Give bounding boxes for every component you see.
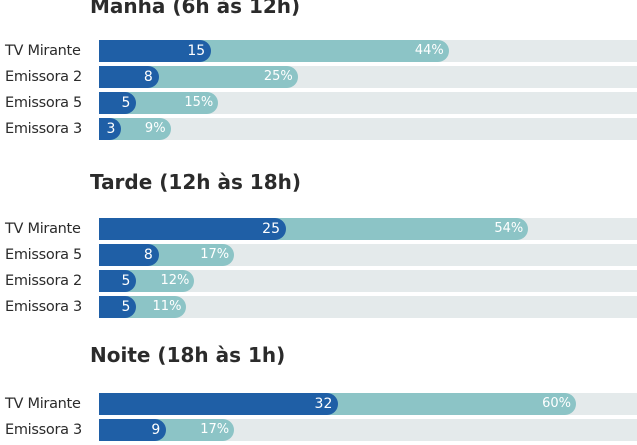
percent-label: 17% xyxy=(200,422,230,437)
section-title: Noite (18h às 1h) xyxy=(90,343,286,367)
category-label: Emissora 2 xyxy=(5,273,82,289)
category-label: Emissora 3 xyxy=(5,299,82,315)
value-bar xyxy=(99,118,122,140)
percent-label: 60% xyxy=(542,396,571,411)
bar-row: Emissora 5 8 17% xyxy=(0,244,637,266)
value-label: 9 xyxy=(151,422,161,438)
percent-label: 11% xyxy=(152,299,182,314)
section-title: Manhã (6h às 12h) xyxy=(90,0,301,18)
value-label: 8 xyxy=(143,69,153,85)
value-bar xyxy=(99,218,286,240)
category-label: TV Mirante xyxy=(5,43,81,59)
bar-track xyxy=(99,296,637,318)
value-label: 5 xyxy=(121,273,131,289)
category-label: Emissora 2 xyxy=(5,69,82,85)
value-label: 5 xyxy=(121,299,131,315)
category-label: Emissora 5 xyxy=(5,247,82,263)
value-bar xyxy=(99,40,212,62)
bar-row: TV Mirante 32 60% xyxy=(0,393,637,415)
percent-label: 44% xyxy=(414,43,444,58)
value-label: 32 xyxy=(314,396,333,412)
bar-row: Emissora 3 9 17% xyxy=(0,419,637,441)
bar-row: Emissora 2 5 12% xyxy=(0,270,637,292)
bar-row: Emissora 3 3 9% xyxy=(0,118,637,140)
value-label: 15 xyxy=(187,43,206,59)
bar-track xyxy=(99,92,637,114)
category-label: Emissora 5 xyxy=(5,95,82,111)
bar-row: TV Mirante 25 54% xyxy=(0,218,637,240)
section-title: Tarde (12h às 18h) xyxy=(90,170,302,194)
percent-label: 54% xyxy=(494,221,524,236)
value-bar xyxy=(99,92,137,114)
bar-track xyxy=(99,244,637,266)
value-label: 8 xyxy=(143,247,153,263)
percent-label: 17% xyxy=(200,247,230,262)
category-label: TV Mirante xyxy=(5,396,81,412)
value-label: 5 xyxy=(121,95,131,111)
percent-label: 12% xyxy=(160,273,190,288)
percent-label: 15% xyxy=(184,95,214,110)
bar-track xyxy=(99,118,637,140)
bar-row: Emissora 2 8 25% xyxy=(0,66,637,88)
value-bar xyxy=(99,296,137,318)
category-label: Emissora 3 xyxy=(5,422,82,438)
bar-row: Emissora 5 5 15% xyxy=(0,92,637,114)
bar-row: TV Mirante 15 44% xyxy=(0,40,637,62)
percent-label: 25% xyxy=(263,69,293,84)
category-label: TV Mirante xyxy=(5,221,81,237)
category-label: Emissora 3 xyxy=(5,121,82,137)
value-bar xyxy=(99,419,167,441)
value-bar xyxy=(99,393,339,415)
value-bar xyxy=(99,66,159,88)
percent-label: 9% xyxy=(144,121,166,136)
bar-row: Emissora 3 5 11% xyxy=(0,296,637,318)
value-bar xyxy=(99,270,137,292)
bar-track xyxy=(99,270,637,292)
bar-track xyxy=(99,419,637,441)
value-bar xyxy=(99,244,159,266)
value-label: 25 xyxy=(262,221,280,237)
value-label: 3 xyxy=(106,121,116,137)
